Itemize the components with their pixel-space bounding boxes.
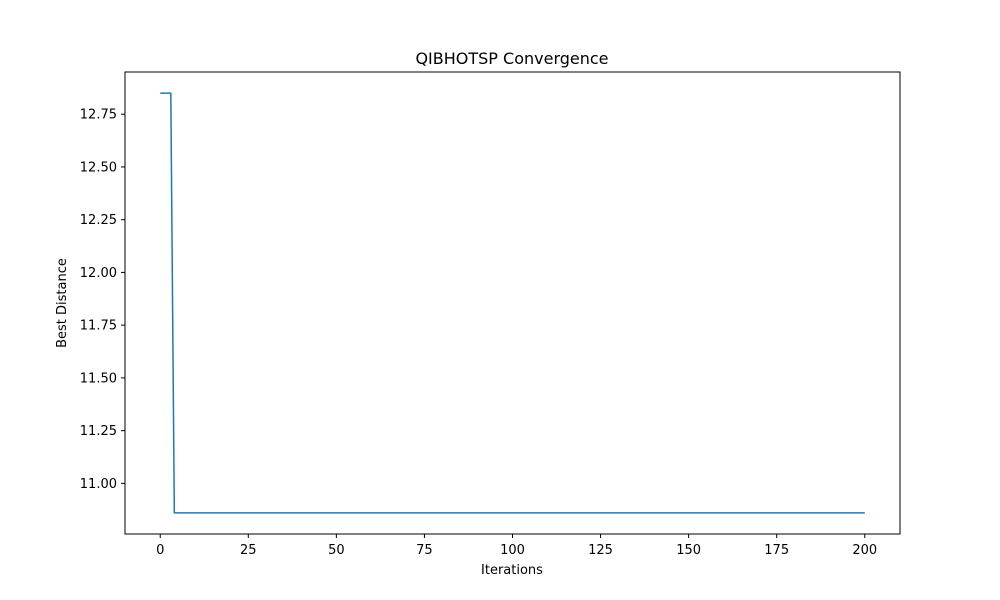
y-tick-label: 11.25: [80, 424, 117, 439]
y-tick-label: 12.75: [80, 108, 117, 123]
plot-series-group: [160, 92, 865, 514]
x-tick-label: 50: [328, 543, 345, 558]
x-tick-label: 25: [240, 543, 257, 558]
x-axis-ticks: 0 25 50 75 100 125 150 175 200: [156, 534, 877, 558]
y-tick-label: 11.50: [80, 371, 117, 386]
y-axis-ticks: 11.00 11.25 11.50 11.75 12.00 12.25 12.50 12.75: [80, 108, 125, 492]
x-tick-label: 200: [852, 543, 877, 558]
chart-title: QIBHOTSP Convergence: [415, 49, 608, 68]
x-tick-label: 100: [500, 543, 525, 558]
y-tick-label: 11.00: [80, 477, 117, 492]
plot-frame: [124, 71, 901, 535]
y-tick-label: 12.00: [80, 266, 117, 281]
y-tick-label: 11.75: [80, 319, 117, 334]
series-line: [160, 92, 865, 514]
x-tick-label: 75: [416, 543, 433, 558]
y-tick-label: 12.25: [80, 213, 117, 228]
y-axis-label: Best Distance: [55, 258, 70, 348]
x-tick-label: 175: [764, 543, 789, 558]
x-axis-label: Iterations: [481, 563, 543, 578]
x-tick-label: 150: [676, 543, 701, 558]
x-tick-label: 125: [588, 543, 613, 558]
y-tick-label: 12.50: [80, 160, 117, 175]
x-tick-label: 0: [156, 543, 164, 558]
